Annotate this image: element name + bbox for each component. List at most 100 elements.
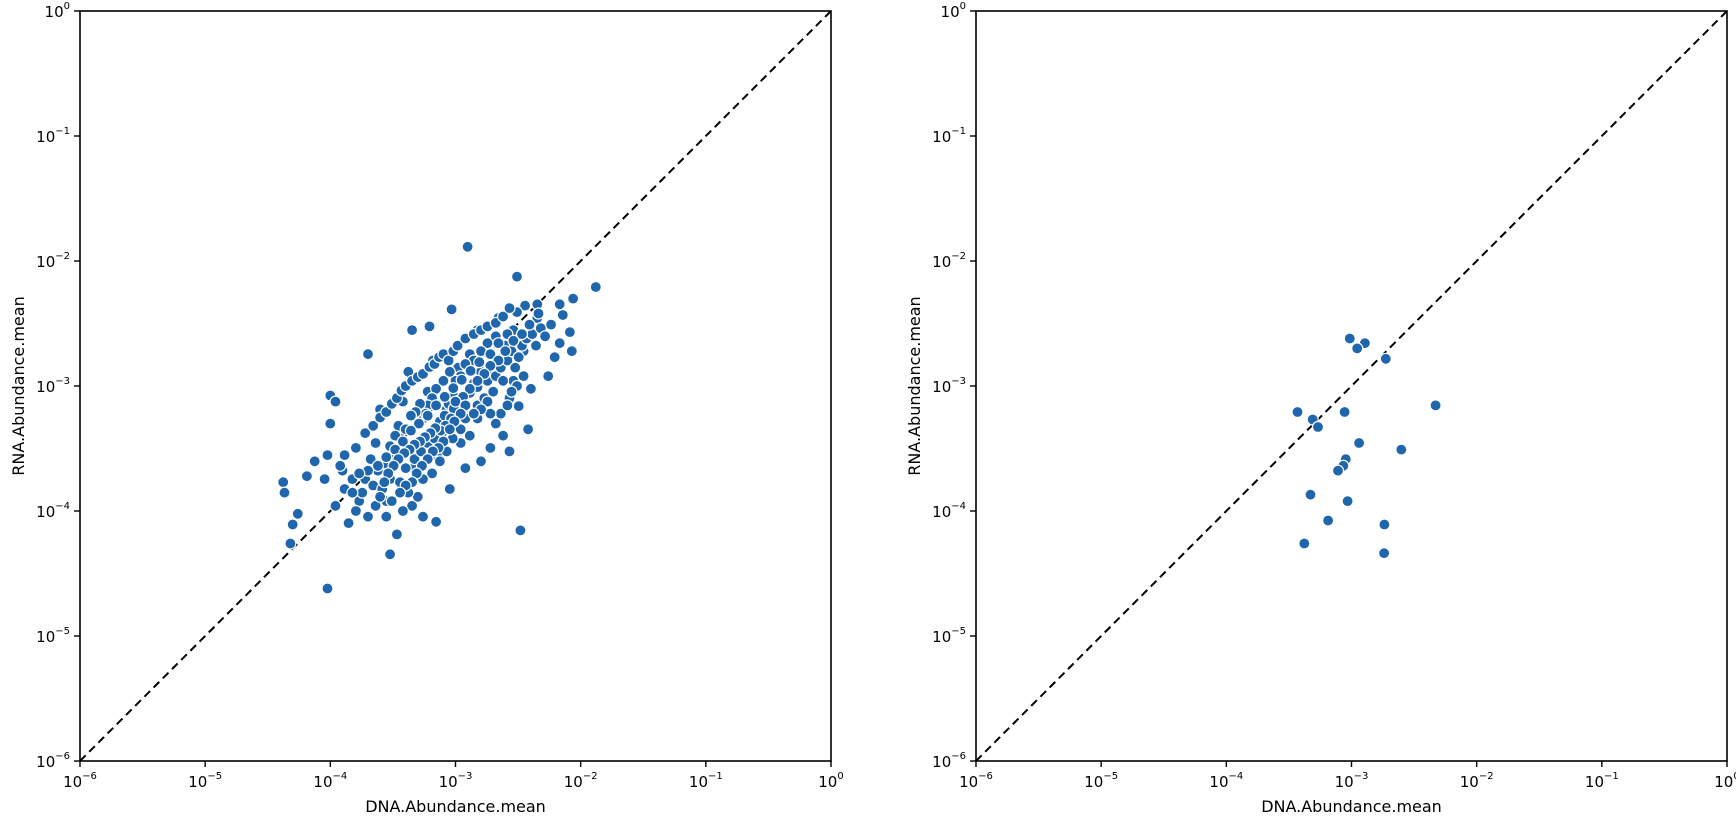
data-point <box>284 537 297 550</box>
data-point <box>589 280 602 294</box>
y-tick-label: 10−6 <box>36 751 70 771</box>
data-point <box>518 299 532 312</box>
data-points <box>1291 332 1442 560</box>
data-point <box>338 449 351 462</box>
data-point <box>353 467 366 480</box>
data-point <box>517 370 530 383</box>
data-point <box>455 373 468 386</box>
x-tick-label: 10−4 <box>313 771 347 791</box>
data-point <box>374 490 387 503</box>
data-point <box>342 516 355 530</box>
data-point <box>1311 420 1325 434</box>
data-point <box>497 374 510 387</box>
x-axis-label: DNA.Abundance.mean <box>365 797 546 816</box>
data-point <box>346 486 359 499</box>
data-point <box>507 334 520 347</box>
data-point <box>396 504 409 518</box>
data-point <box>384 548 397 561</box>
y-axis-label: RNA.Abundance.mean <box>905 296 924 475</box>
data-point <box>548 351 561 364</box>
data-point <box>503 302 516 315</box>
data-point <box>563 326 577 339</box>
y-tick-label: 10−5 <box>932 626 966 646</box>
data-point <box>1341 495 1354 508</box>
data-point <box>369 436 382 450</box>
x-tick-label: 10−1 <box>1585 771 1619 791</box>
identity-reference-line <box>79 10 832 762</box>
data-point <box>1352 436 1366 450</box>
data-point <box>404 409 417 422</box>
data-point <box>451 339 464 352</box>
data-point <box>497 310 510 323</box>
data-point <box>473 356 486 369</box>
data-point <box>1377 547 1391 560</box>
data-point <box>505 385 518 398</box>
data-point <box>1298 537 1311 550</box>
y-tick-label: 10−5 <box>36 626 70 646</box>
data-point <box>378 476 391 489</box>
data-point <box>361 510 375 523</box>
y-tick-label: 10−3 <box>36 376 70 396</box>
data-point <box>349 504 362 518</box>
data-point <box>515 328 529 341</box>
data-point <box>390 528 403 541</box>
y-tick-label: 10−6 <box>932 751 966 771</box>
x-tick-label: 10−5 <box>1084 771 1118 791</box>
data-point <box>510 270 524 283</box>
data-point <box>371 459 384 472</box>
data-point <box>499 345 512 358</box>
data-point <box>433 455 446 468</box>
data-point <box>445 303 458 316</box>
data-point <box>324 417 337 430</box>
data-point <box>523 318 536 331</box>
data-point <box>512 351 525 364</box>
data-point <box>308 455 321 468</box>
data-point <box>474 455 488 468</box>
data-point <box>497 429 510 442</box>
data-point <box>538 330 552 343</box>
data-point <box>396 435 409 448</box>
data-point <box>430 515 443 528</box>
y-tick-label: 10−3 <box>932 376 966 396</box>
data-point <box>291 507 304 520</box>
scatter-panel-2: 10−6 10−5 10−4 10−3 10−2 10−1 100 10−6 10−5 10−4 1… <box>905 1 1736 816</box>
data-point <box>1291 405 1304 419</box>
data-point <box>1379 352 1392 365</box>
data-point <box>361 348 375 361</box>
data-point <box>484 348 497 361</box>
x-tick-label: 10−3 <box>1335 771 1369 791</box>
data-point <box>1331 464 1345 477</box>
data-point <box>318 473 331 486</box>
x-tick-label: 10−2 <box>1460 771 1494 791</box>
y-tick-label: 10−4 <box>932 501 966 521</box>
y-tick-label: 10−1 <box>932 126 966 146</box>
y-tick-label: 100 <box>45 1 70 21</box>
data-point <box>544 318 558 331</box>
data-point <box>542 370 555 383</box>
data-point <box>487 385 500 398</box>
data-point <box>1343 332 1356 345</box>
data-point <box>385 495 398 508</box>
data-point <box>408 453 421 466</box>
data-point <box>443 482 456 496</box>
data-point <box>277 476 290 489</box>
data-point <box>300 470 313 483</box>
data-point <box>1395 443 1408 456</box>
data-point <box>406 324 419 337</box>
data-point <box>329 499 342 512</box>
data-point <box>367 419 380 432</box>
data-point <box>1338 405 1351 419</box>
data-point <box>464 364 477 377</box>
data-point <box>421 409 434 422</box>
data-point <box>404 424 417 437</box>
y-tick-label: 10−1 <box>36 126 70 146</box>
y-axis-label: RNA.Abundance.mean <box>9 296 28 475</box>
data-point <box>286 518 299 531</box>
data-point <box>321 449 334 462</box>
y-tick-label: 10−4 <box>36 501 70 521</box>
data-point <box>471 374 484 387</box>
data-point <box>467 407 480 420</box>
data-point <box>1321 514 1335 527</box>
data-point <box>321 582 334 595</box>
